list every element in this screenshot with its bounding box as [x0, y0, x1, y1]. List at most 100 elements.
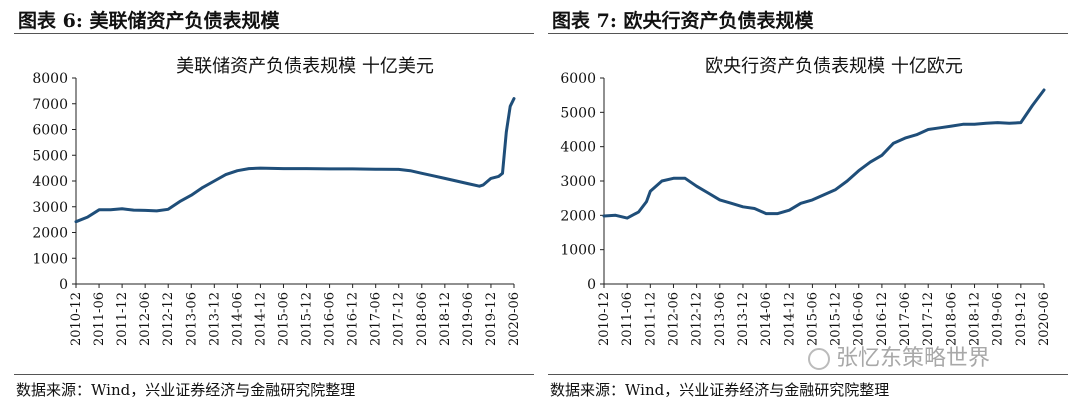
x-tick-label: 2015-12 [829, 292, 844, 346]
data-point [259, 167, 262, 169]
data-point [892, 142, 895, 144]
source-note: 数据来源：Wind，兴业证券经济与金融研究院整理 [550, 381, 890, 399]
x-tick-label: 2019-12 [1014, 292, 1029, 346]
data-point [846, 180, 848, 182]
x-tick-label: 2016-12 [875, 292, 890, 346]
data-point [637, 211, 640, 213]
source-note: 数据来源：Wind，兴业证券经济与金融研究院整理 [16, 381, 356, 399]
y-tick-label: 2000 [32, 226, 68, 242]
x-tick-label: 2015-06 [276, 292, 291, 346]
data-point [482, 184, 485, 186]
x-tick-label: 2012-06 [666, 292, 681, 346]
y-tick-label: 0 [587, 277, 596, 293]
data-point [776, 212, 779, 215]
data-point [213, 180, 216, 182]
series-line [602, 88, 1046, 220]
data-point [800, 202, 802, 205]
x-tick-label: 2011-06 [620, 292, 635, 346]
data-point [432, 175, 435, 177]
data-point [409, 169, 412, 172]
data-point [248, 167, 250, 170]
data-point [695, 185, 698, 187]
y-tick-label: 3000 [32, 200, 68, 216]
data-point [328, 168, 331, 170]
data-point [869, 161, 872, 163]
x-tick-label: 2013-06 [184, 292, 199, 346]
bottom-rule [548, 374, 1068, 375]
data-point [881, 154, 883, 157]
top-rule [548, 33, 1068, 34]
data-point [513, 97, 515, 100]
x-tick-label: 2016-06 [323, 292, 338, 346]
data-point [904, 137, 906, 139]
data-point [823, 193, 825, 196]
ecb-chart: 欧央行资产负债表规模 十亿欧元 0 1000 2000 3000 4000 5000 6000… [560, 56, 1052, 346]
data-point [109, 209, 112, 211]
x-tick-label: 2010-12 [597, 292, 612, 346]
x-tick-label: 2017-12 [921, 292, 936, 346]
y-tick-label: 4000 [560, 140, 596, 156]
data-point [178, 200, 181, 203]
x-tick-label: 2017-06 [898, 292, 913, 346]
data-point [455, 180, 458, 182]
data-point [98, 209, 100, 211]
y-tick-label: 6000 [32, 123, 68, 139]
x-tick-label: 2019-06 [991, 292, 1006, 346]
data-point [121, 208, 123, 210]
data-point [397, 168, 400, 171]
x-tick-label: 2018-06 [944, 292, 959, 346]
wechat-icon [808, 348, 830, 370]
data-point [1031, 104, 1034, 107]
data-point [950, 125, 953, 127]
figure-panel-ecb: 图表 7: 欧央行资产负债表规模 欧央行资产负债表规模 十亿欧元 0 1000 200… [548, 0, 1073, 406]
data-point [857, 169, 860, 172]
fed-chart: 美联储资产负债表规模 十亿美元 0 1000 2000 3000 4000 5000 6000… [32, 56, 522, 346]
data-point [730, 202, 733, 205]
chart-title: 美联储资产负债表规模 十亿美元 [176, 56, 434, 77]
data-point [1020, 121, 1022, 124]
data-point [236, 169, 239, 172]
x-tick-label: 2017-12 [392, 292, 407, 346]
data-point [927, 128, 929, 131]
figure-title: 图表 7: 欧央行资产负债表规模 [552, 10, 814, 32]
data-point [649, 190, 652, 193]
data-point [603, 215, 605, 217]
x-tick-label: 2014-12 [782, 292, 797, 346]
data-point [753, 207, 756, 210]
x-tick-label: 2015-12 [300, 292, 315, 346]
data-point [973, 123, 976, 126]
data-point [645, 200, 648, 203]
data-point [282, 167, 285, 170]
data-point [1008, 122, 1011, 125]
data-point [167, 208, 169, 211]
x-tick-label: 2013-12 [736, 292, 751, 346]
data-point [684, 177, 686, 180]
data-point [707, 192, 709, 194]
data-point [190, 194, 193, 196]
y-tick-label: 1000 [560, 243, 596, 259]
x-tick-label: 2016-12 [346, 292, 361, 346]
data-point [834, 188, 837, 191]
y-tick-label: 1000 [32, 251, 68, 267]
data-point [661, 180, 663, 182]
data-point [614, 214, 617, 217]
x-tick-label: 2017-06 [369, 292, 384, 346]
data-point [765, 212, 767, 215]
data-point [374, 168, 377, 170]
x-tick-label: 2012-06 [138, 292, 153, 346]
figure-panel-fed: 图表 6: 美联储资产负债表规模 美联储资产负债表规模 十亿美元 0 1000 200… [14, 0, 539, 406]
data-point [75, 220, 77, 223]
y-tick-label: 0 [59, 277, 68, 293]
data-point [505, 131, 508, 133]
watermark-text: 张忆东策略世界 [836, 346, 991, 371]
data-point [672, 177, 675, 180]
x-tick-label: 2014-12 [253, 292, 268, 346]
data-point [985, 122, 987, 125]
data-point [497, 175, 500, 178]
chart-title: 欧央行资产负债表规模 十亿欧元 [705, 56, 963, 77]
data-point [467, 182, 469, 185]
data-point [478, 185, 481, 187]
data-point [132, 209, 135, 211]
x-tick-label: 2010-12 [69, 292, 84, 346]
x-tick-label: 2011-06 [92, 292, 107, 346]
